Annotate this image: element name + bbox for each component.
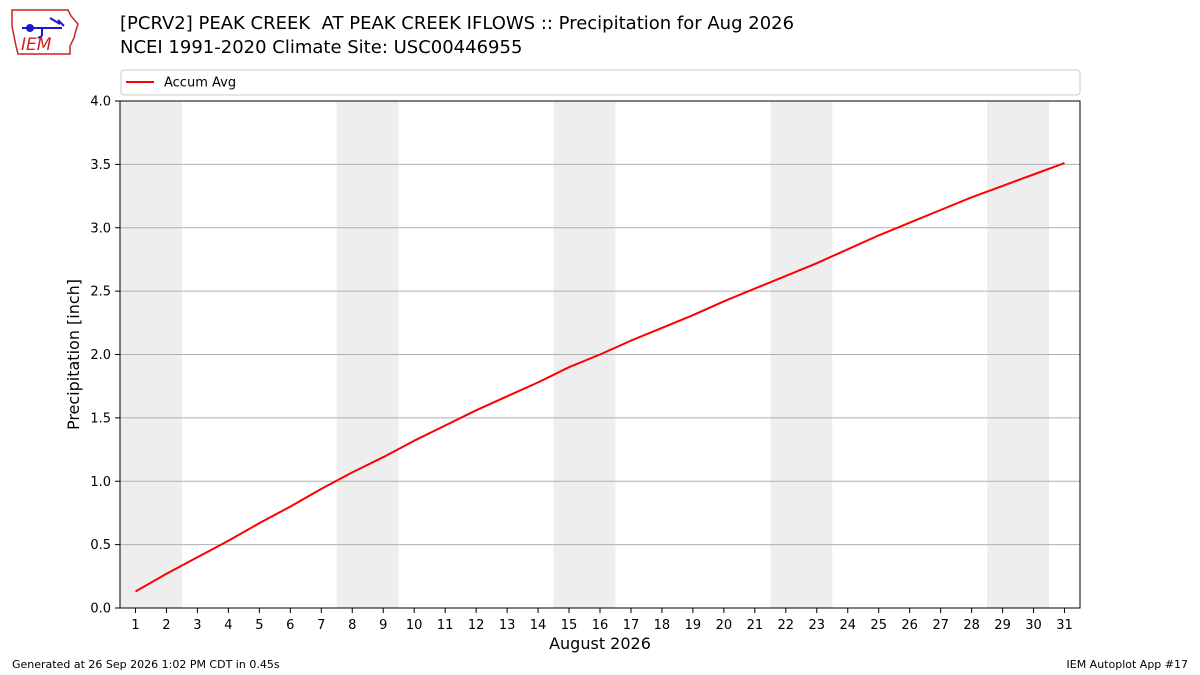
series-line-accum-avg bbox=[135, 162, 1065, 593]
legend-label-accum-avg: Accum Avg bbox=[164, 76, 236, 91]
x-tick-label: 10 bbox=[406, 618, 423, 633]
x-tick-label: 16 bbox=[592, 618, 609, 633]
x-tick-label: 24 bbox=[839, 618, 856, 633]
x-tick-label: 28 bbox=[963, 618, 980, 633]
y-tick-label: 2.0 bbox=[90, 348, 111, 363]
x-tick-label: 21 bbox=[747, 618, 764, 633]
x-tick-label: 7 bbox=[317, 618, 325, 633]
x-tick-label: 25 bbox=[870, 618, 887, 633]
x-tick-label: 13 bbox=[499, 618, 516, 633]
iowa-outline bbox=[11, 9, 79, 55]
y-tick-label: 3.5 bbox=[90, 158, 111, 173]
x-tick-label: 3 bbox=[193, 618, 201, 633]
legend: Accum Avg bbox=[120, 69, 1081, 96]
x-tick-label: 17 bbox=[623, 618, 640, 633]
app-credit: IEM Autoplot App #17 bbox=[1066, 658, 1189, 671]
x-tick-label: 30 bbox=[1025, 618, 1042, 633]
x-tick-label: 8 bbox=[348, 618, 356, 633]
x-tick-label: 6 bbox=[286, 618, 294, 633]
x-tick-label: 2 bbox=[162, 618, 170, 633]
x-tick-label: 19 bbox=[685, 618, 702, 633]
y-gridlines bbox=[120, 100, 1080, 609]
x-tick-label: 1 bbox=[131, 618, 139, 633]
x-tick-label: 27 bbox=[932, 618, 949, 633]
y-tick-label: 1.0 bbox=[90, 475, 111, 490]
x-tick-label: 22 bbox=[778, 618, 795, 633]
x-tick-label: 4 bbox=[224, 618, 232, 633]
y-axis-label: Precipitation [inch] bbox=[64, 279, 83, 430]
x-tick-label: 11 bbox=[437, 618, 454, 633]
y-axis-ticks: 0.0 0.5 1.0 1.5 2.0 2.5 3.0 3.5 4.0 bbox=[90, 95, 120, 617]
x-tick-label: 18 bbox=[654, 618, 671, 633]
x-tick-label: 31 bbox=[1056, 618, 1073, 633]
x-tick-label: 15 bbox=[561, 618, 578, 633]
x-tick-label: 29 bbox=[994, 618, 1011, 633]
chart-title: [PCRV2] PEAK CREEK AT PEAK CREEK IFLOWS … bbox=[120, 13, 795, 34]
x-tick-label: 12 bbox=[468, 618, 485, 633]
x-tick-label: 14 bbox=[530, 618, 547, 633]
x-axis-label: August 2026 bbox=[549, 634, 651, 653]
x-tick-label: 20 bbox=[716, 618, 733, 633]
weather-station-icon bbox=[22, 17, 65, 39]
y-tick-label: 2.5 bbox=[90, 285, 111, 300]
iem-logo-icon: IEM bbox=[11, 9, 79, 55]
x-tick-label: 26 bbox=[901, 618, 918, 633]
y-tick-label: 4.0 bbox=[90, 95, 111, 110]
x-tick-label: 9 bbox=[379, 618, 387, 633]
x-tick-label: 5 bbox=[255, 618, 263, 633]
y-tick-label: 0.0 bbox=[90, 602, 111, 617]
y-tick-label: 1.5 bbox=[90, 411, 111, 426]
series-layer bbox=[135, 162, 1065, 593]
logo-text: IEM bbox=[21, 35, 52, 55]
x-tick-label: 23 bbox=[809, 618, 826, 633]
chart-subtitle: NCEI 1991-2020 Climate Site: USC00446955 bbox=[120, 37, 523, 58]
x-axis-ticks: 1 2 3 4 5 6 7 8 9 10 11 12 13 14 15 16 17 18 19 20 21 22 23 24 2… bbox=[131, 608, 1073, 633]
legend-box bbox=[120, 69, 1081, 96]
y-tick-label: 0.5 bbox=[90, 538, 111, 553]
generated-timestamp: Generated at 26 Sep 2026 1:02 PM CDT in … bbox=[12, 658, 280, 671]
y-tick-label: 3.0 bbox=[90, 221, 111, 236]
